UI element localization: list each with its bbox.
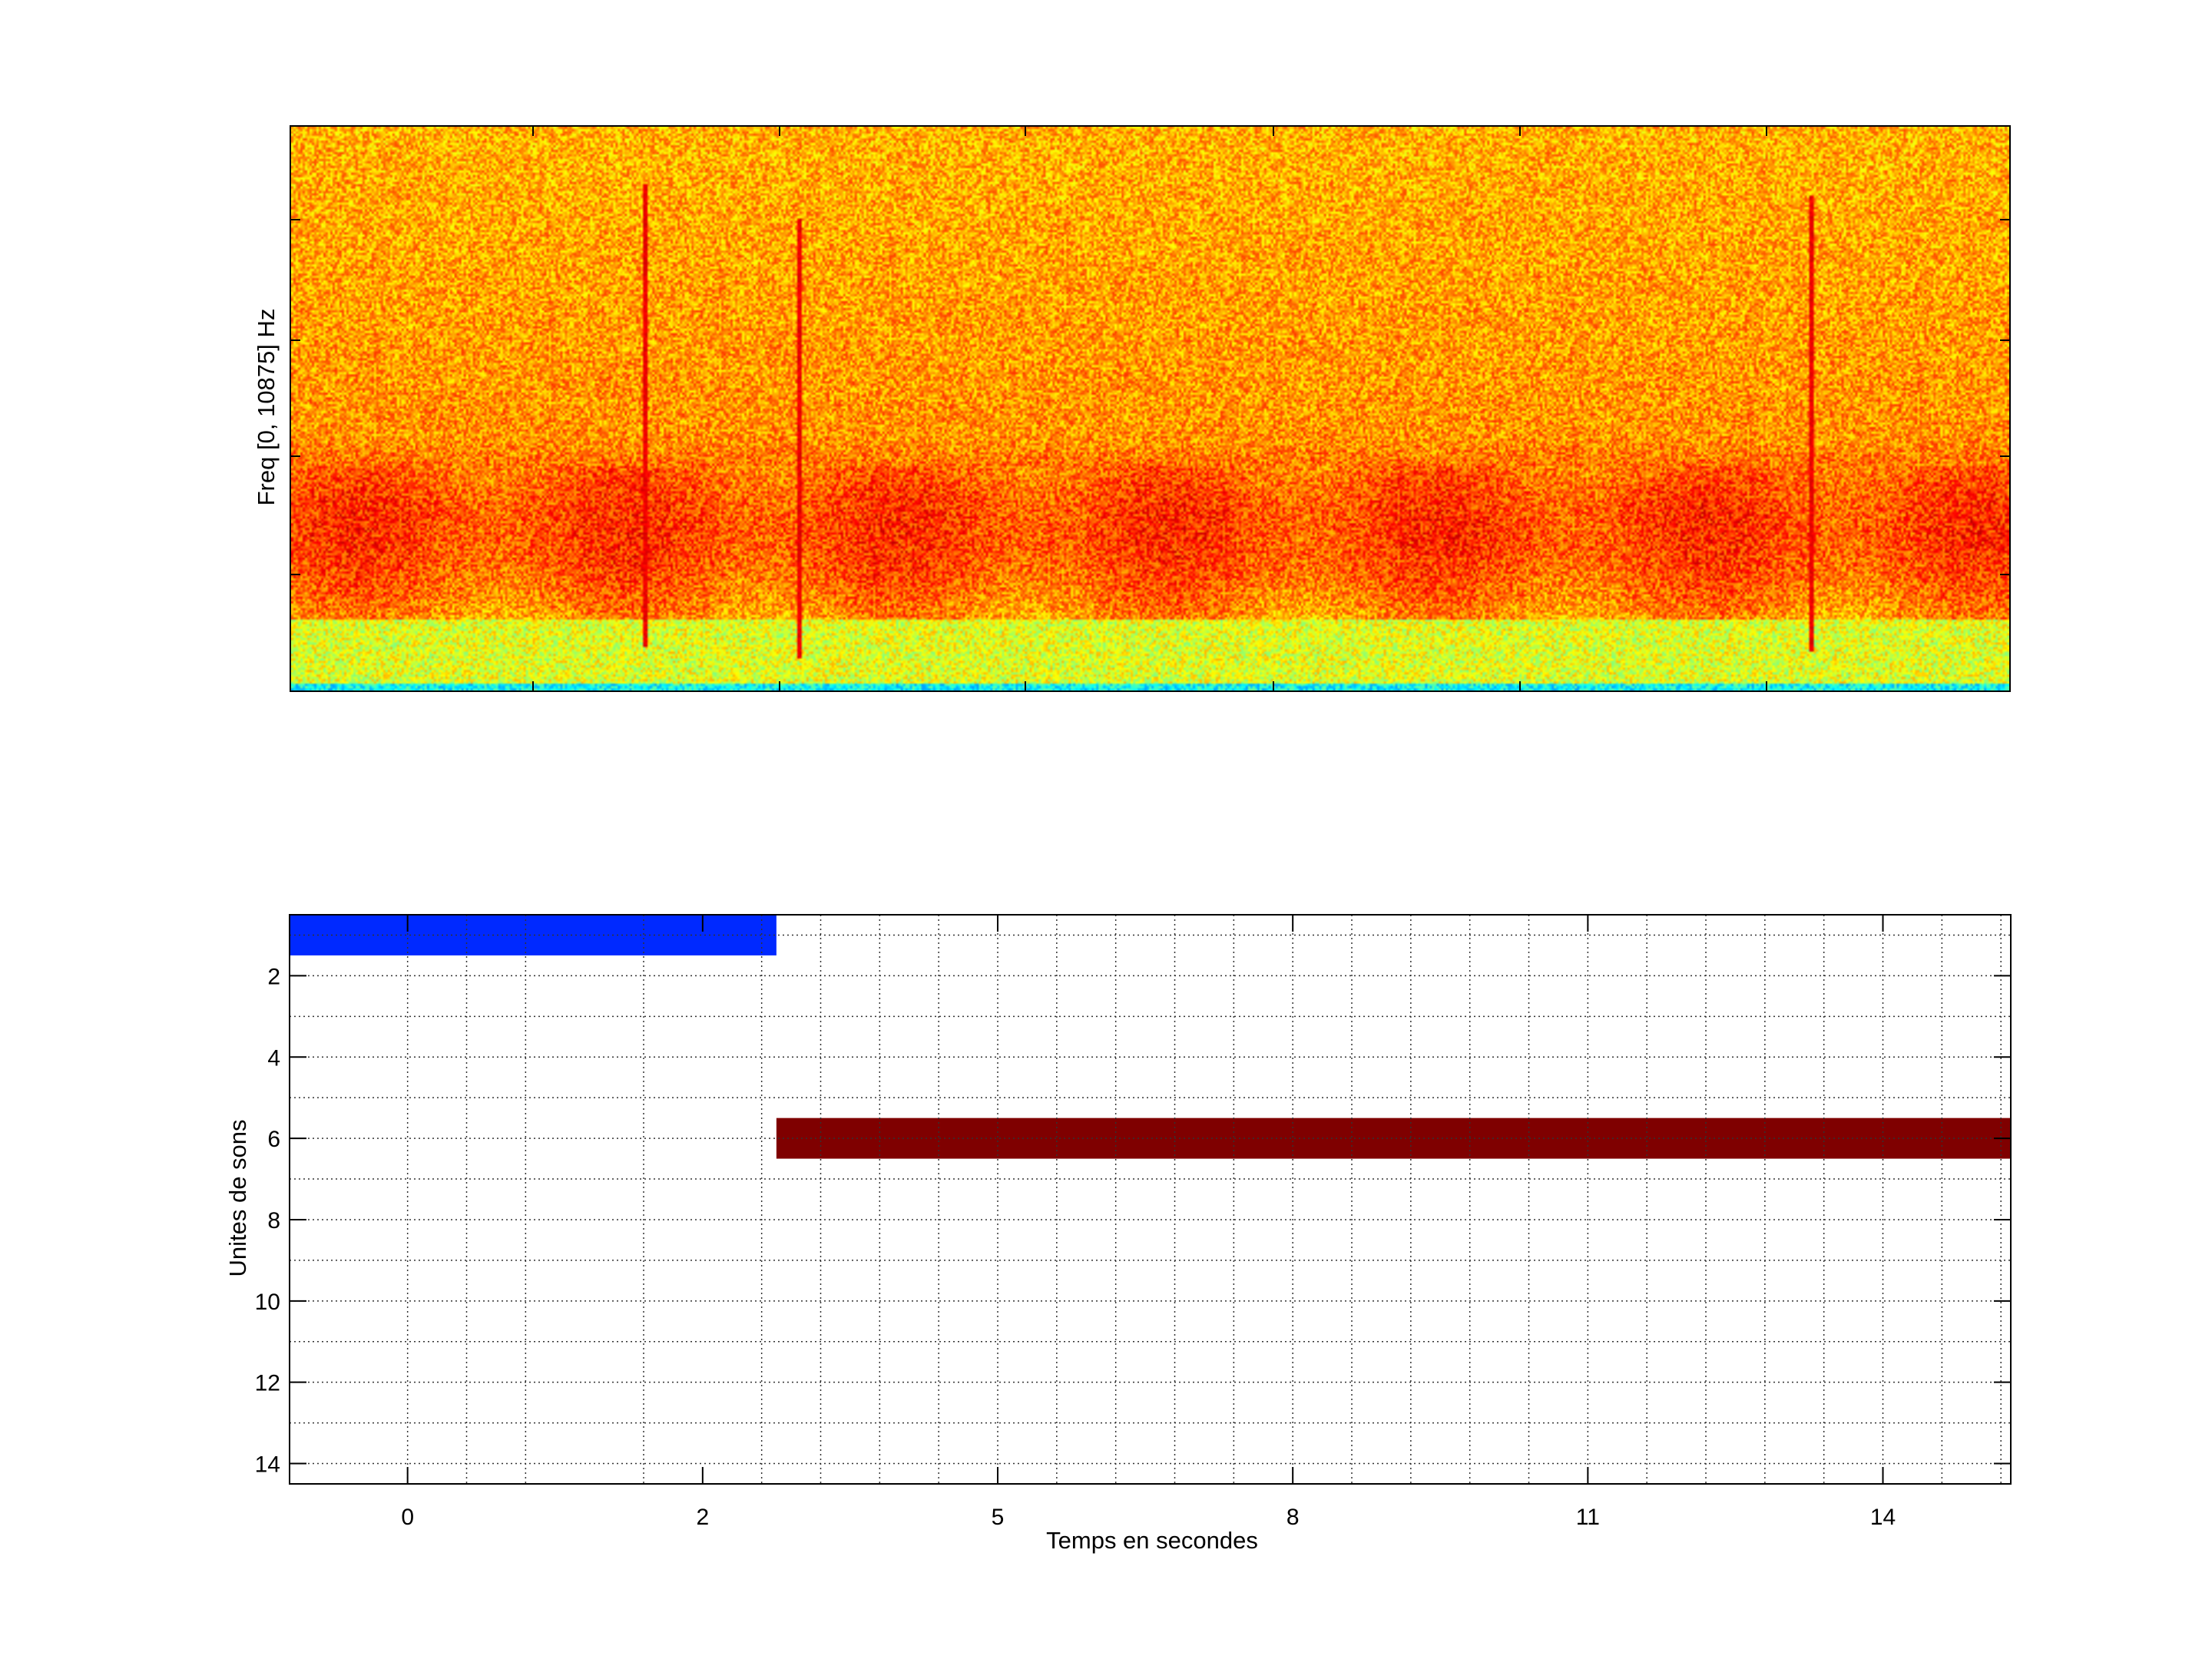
spectrogram-plot bbox=[290, 125, 2011, 692]
x-tick-label: 14 bbox=[1870, 1505, 1896, 1530]
x-tick-label: 8 bbox=[1286, 1505, 1300, 1530]
x-tick-label: 11 bbox=[1576, 1505, 1600, 1530]
segments-x-axis-label: Temps en secondes bbox=[1046, 1527, 1258, 1554]
y-tick-label: 12 bbox=[255, 1371, 280, 1396]
y-tick-label: 10 bbox=[255, 1290, 280, 1315]
y-tick-label: 4 bbox=[267, 1045, 280, 1071]
x-tick-label: 0 bbox=[401, 1505, 414, 1530]
spectrogram-image bbox=[291, 127, 2009, 690]
x-tick-label: 2 bbox=[696, 1505, 709, 1530]
segments-y-axis-label: Unites de sons bbox=[224, 1119, 251, 1277]
y-tick-label: 14 bbox=[255, 1452, 280, 1478]
y-tick-label: 6 bbox=[267, 1127, 280, 1152]
x-tick-label: 5 bbox=[992, 1505, 1005, 1530]
y-tick-label: 8 bbox=[267, 1208, 280, 1233]
y-tick-label: 2 bbox=[267, 964, 280, 989]
plot-frame bbox=[289, 914, 2012, 1485]
